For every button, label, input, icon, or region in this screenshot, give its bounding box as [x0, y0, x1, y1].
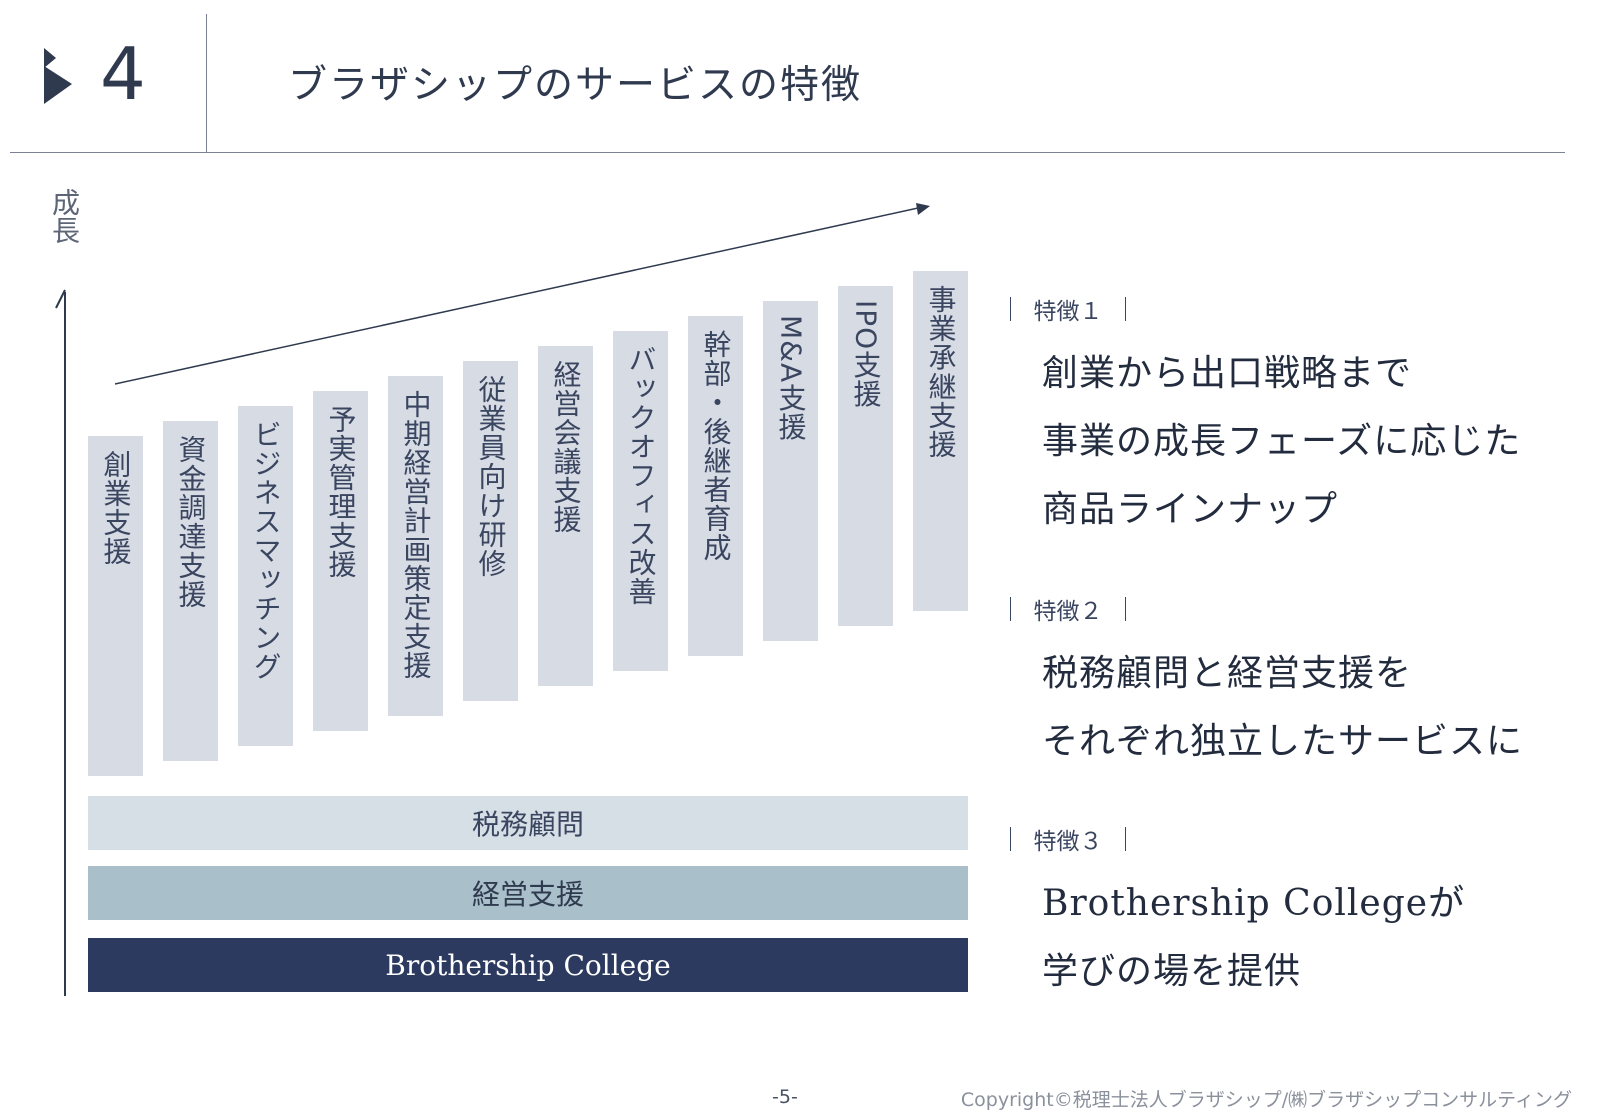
- feature-tag-label: 特徴１: [1033, 299, 1103, 325]
- service-label: 中期経営計画策定支援: [399, 390, 433, 680]
- service-label: 創業支援: [99, 450, 133, 566]
- section-number: 4: [100, 32, 146, 116]
- feature-tag: 特徴１: [1010, 292, 1521, 326]
- service-bar: 事業承継支援: [913, 271, 968, 611]
- service-bar: 幹部・後継者育成: [688, 316, 743, 656]
- service-label: バックオフィス改善: [624, 345, 658, 606]
- feature-tag: 特徴３: [1010, 822, 1465, 856]
- feature-tag: 特徴２: [1010, 592, 1523, 626]
- copyright-text: Copyright©税理士法人ブラザシップ/㈱ブラザシップコンサルティング: [960, 1089, 1572, 1111]
- tag-bracket-right: [1125, 827, 1126, 851]
- feature-line: 学びの場を提供: [1042, 951, 1302, 992]
- service-bar: 創業支援: [88, 436, 143, 776]
- service-label: IPO支援: [849, 300, 883, 409]
- feature-line: それぞれ独立したサービスに: [1042, 721, 1524, 762]
- diagram-arrows: [55, 203, 930, 996]
- brand-logo-icon: [44, 48, 72, 104]
- growth-arrow-line: [114, 207, 919, 385]
- service-label: ビジネスマッチング: [249, 420, 283, 681]
- service-bar: 資金調達支援: [163, 421, 218, 761]
- page-number: -5-: [772, 1086, 798, 1108]
- service-bar: ビジネスマッチング: [238, 406, 293, 746]
- tag-bracket-right: [1125, 597, 1126, 621]
- service-bar: 経営会議支援: [538, 346, 593, 686]
- growth-arrowhead-icon: [916, 203, 930, 215]
- y-axis-arrowhead-icon: [55, 289, 66, 309]
- service-bar: バックオフィス改善: [613, 331, 668, 671]
- service-bar: 従業員向け研修: [463, 361, 518, 701]
- tag-bracket-left: [1010, 827, 1011, 851]
- feature-1: 特徴１ 創業から出口戦略まで 事業の成長フェーズに応じた 商品ラインナップ: [1010, 292, 1521, 544]
- feature-tag-label: 特徴２: [1033, 599, 1103, 625]
- page-title: ブラザシップのサービスの特徴: [288, 63, 863, 108]
- tag-bracket-left: [1010, 597, 1011, 621]
- service-label: 事業承継支援: [924, 285, 958, 459]
- tag-bracket-left: [1010, 297, 1011, 321]
- layer-tax-advisory: 税務顧問: [88, 796, 968, 850]
- y-axis-label: 成長: [48, 188, 81, 244]
- feature-line: 税務顧問と経営支援を: [1042, 653, 1413, 694]
- service-bar: 中期経営計画策定支援: [388, 376, 443, 716]
- service-label: 予実管理支援: [324, 405, 358, 579]
- tag-bracket-right: [1125, 297, 1126, 321]
- feature-line: 商品ラインナップ: [1042, 489, 1339, 530]
- service-label: 従業員向け研修: [474, 375, 508, 578]
- header-divider-horizontal: [10, 152, 1565, 153]
- service-label: 幹部・後継者育成: [699, 330, 733, 562]
- feature-line: 事業の成長フェーズに応じた: [1042, 421, 1522, 462]
- feature-line: 創業から出口戦略まで: [1042, 353, 1413, 394]
- service-bar: M&A支援: [763, 301, 818, 641]
- feature-2: 特徴２ 税務顧問と経営支援を それぞれ独立したサービスに: [1010, 592, 1523, 776]
- service-label: M&A支援: [774, 315, 808, 442]
- feature-tag-label: 特徴３: [1033, 829, 1103, 855]
- feature-line: Brothership Collegeが: [1042, 883, 1466, 924]
- service-bar: IPO支援: [838, 286, 893, 626]
- header-divider-vertical: [206, 14, 207, 152]
- layer-management-support: 経営支援: [88, 866, 968, 920]
- service-bar: 予実管理支援: [313, 391, 368, 731]
- feature-3: 特徴３ Brothership Collegeが 学びの場を提供: [1010, 822, 1465, 1006]
- layer-brothership-college: Brothership College: [88, 938, 968, 992]
- service-label: 経営会議支援: [549, 360, 583, 534]
- service-label: 資金調達支援: [174, 435, 208, 609]
